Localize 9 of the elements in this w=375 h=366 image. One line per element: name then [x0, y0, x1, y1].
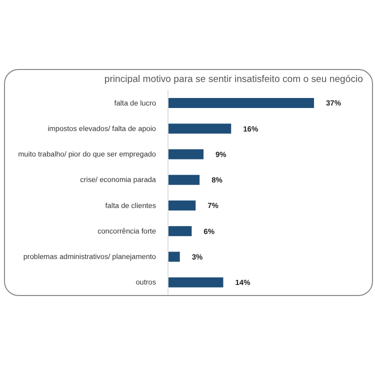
bar: [168, 124, 232, 134]
bar: [168, 174, 200, 185]
bar: [168, 226, 192, 236]
bar: [168, 277, 224, 288]
bar: [168, 200, 196, 210]
bar: [168, 98, 314, 108]
bar: [168, 252, 180, 262]
chart-title: principal motivo para se sentir insatisfeito com o seu negócio: [104, 74, 363, 85]
bar: [168, 149, 204, 160]
